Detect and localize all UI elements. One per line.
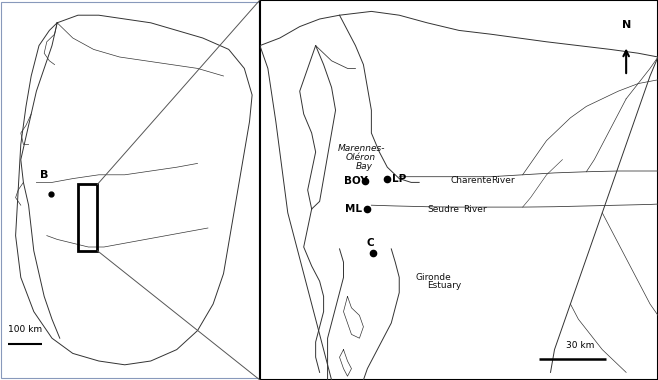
Text: 100 km: 100 km [9, 325, 43, 334]
Bar [78, 184, 97, 251]
Text: C: C [367, 238, 374, 248]
Text: Gironde: Gironde [415, 273, 451, 282]
Text: River: River [491, 176, 515, 185]
Text: LP: LP [392, 174, 407, 184]
Text: Oléron: Oléron [345, 153, 376, 162]
Text: Marennes-: Marennes- [338, 144, 385, 153]
Text: BOY: BOY [343, 176, 367, 185]
Text: River: River [463, 205, 486, 214]
Text: N: N [622, 21, 631, 30]
Text: Estuary: Estuary [427, 281, 461, 290]
Text: Bay: Bay [355, 162, 372, 171]
Text: B: B [40, 171, 49, 180]
Text: Charente: Charente [451, 176, 493, 185]
Text: 30 km: 30 km [566, 340, 595, 350]
Text: ML: ML [345, 204, 363, 214]
Text: Seudre: Seudre [427, 205, 459, 214]
